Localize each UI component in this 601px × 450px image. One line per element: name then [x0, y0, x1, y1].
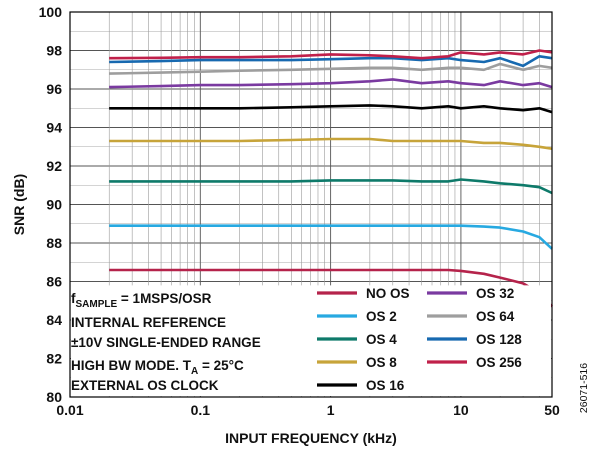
x-tick-label: 0.01 [56, 402, 83, 418]
series-os-256 [109, 49, 553, 60]
note-reference: INTERNAL REFERENCE [71, 315, 226, 330]
legend-label: OS 32 [476, 286, 514, 301]
x-tick-label: 0.1 [191, 402, 211, 418]
series-no-os [109, 268, 553, 308]
y-tick-label: 100 [39, 4, 63, 20]
note-mode-prefix: HIGH BW MODE. T [71, 358, 192, 373]
test-conditions: fSAMPLE = 1MSPS/OSR INTERNAL REFERENCE ±… [71, 291, 261, 393]
note-sample-rate-rest: = 1MSPS/OSR [117, 291, 211, 306]
legend-label: OS 16 [366, 378, 405, 393]
series-os-64 [109, 62, 553, 75]
note-sample-rate-prefix: f [71, 291, 76, 306]
legend: NO OS OS 2 OS 4 OS 8 OS 16 OS 32 OS 64 OS 128 OS… [317, 286, 522, 393]
note-sample-rate-sub: SAMPLE [76, 299, 118, 310]
figure-id: 26071-516 [578, 363, 590, 413]
series-os-4 [109, 178, 553, 195]
note-os-clock: EXTERNAL OS CLOCK [71, 378, 219, 393]
legend-label: OS 256 [476, 355, 522, 370]
note-mode-rest: = 25°C [198, 358, 244, 373]
y-tick-label: 84 [46, 312, 62, 328]
legend-label: OS 128 [476, 332, 522, 347]
note-range: ±10V SINGLE-ENDED RANGE [71, 335, 261, 350]
legend-label: OS 8 [366, 355, 397, 370]
y-axis-label: SNR (dB) [11, 174, 27, 235]
x-axis-label: INPUT FREQUENCY (kHz) [225, 430, 397, 446]
series-os-2 [109, 224, 553, 250]
note-sample-rate: fSAMPLE = 1MSPS/OSR [71, 291, 212, 310]
x-tick-label: 1 [327, 402, 335, 418]
y-tick-label: 86 [46, 274, 62, 290]
series-os-32 [109, 78, 553, 89]
legend-label: OS 4 [366, 332, 397, 347]
y-tick-label: 92 [46, 158, 62, 174]
legend-label: OS 2 [366, 309, 397, 324]
series-os-128 [109, 55, 553, 68]
x-tick-label: 50 [544, 402, 560, 418]
y-tick-label: 82 [46, 351, 62, 367]
legend-label: OS 64 [476, 309, 515, 324]
y-tick-label: 90 [46, 197, 62, 213]
y-tick-label: 88 [46, 235, 62, 251]
note-mode-temp: HIGH BW MODE. TA = 25°C [71, 358, 244, 377]
tick-labels: 80 82 84 86 88 90 92 94 96 98 100 0.01 0.1 1 10 50 [39, 4, 560, 418]
y-tick-label: 98 [46, 43, 62, 59]
series-os-8 [109, 137, 553, 150]
x-tick-label: 10 [453, 402, 469, 418]
y-tick-label: 94 [46, 120, 62, 136]
y-tick-label: 80 [46, 389, 62, 405]
legend-label: NO OS [366, 286, 410, 301]
y-tick-label: 96 [46, 81, 62, 97]
plot-frame [69, 11, 553, 398]
note-mode-sub: A [191, 366, 198, 377]
series-lines [109, 49, 553, 308]
legend-box [71, 285, 551, 396]
series-os-16 [109, 104, 553, 114]
